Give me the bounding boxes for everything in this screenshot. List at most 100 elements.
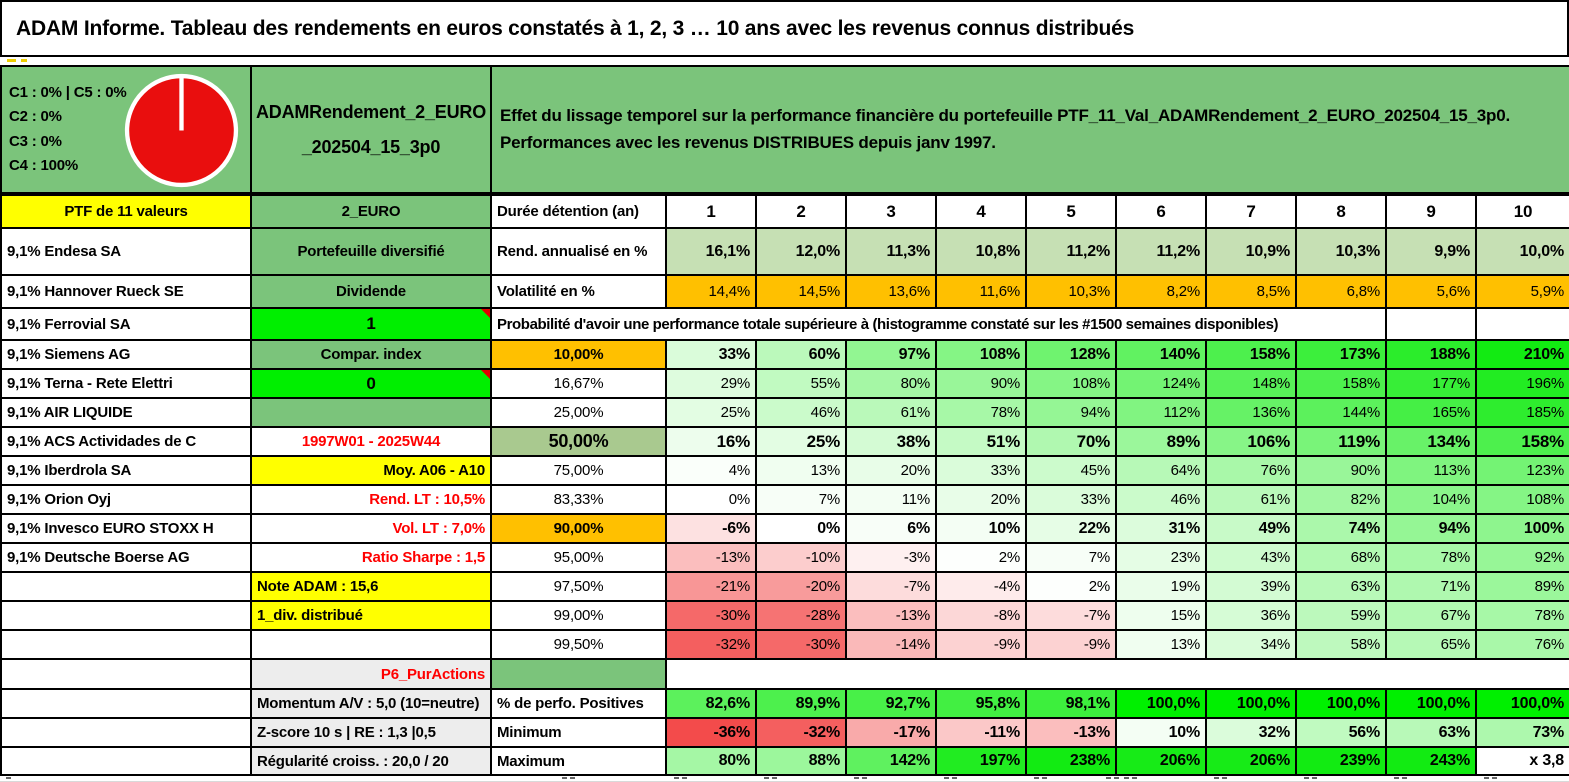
portfolio-attribute-cell[interactable]: Rend. LT : 10,5%: [250, 484, 492, 515]
empty-left-cell[interactable]: [0, 600, 252, 631]
empty-cell[interactable]: [1385, 307, 1477, 341]
value-cell[interactable]: 10%: [1115, 717, 1207, 748]
value-cell[interactable]: 56%: [1295, 717, 1387, 748]
value-cell[interactable]: 89,9%: [755, 688, 847, 719]
value-cell[interactable]: 82,6%: [665, 688, 757, 719]
portfolio-attribute-cell[interactable]: Régularité croiss. : 20,0 / 20: [250, 746, 492, 776]
percentile-label-cell[interactable]: 50,00%: [490, 426, 667, 457]
value-cell[interactable]: 90%: [1295, 455, 1387, 486]
portfolio-attribute-cell[interactable]: 2_EURO: [250, 194, 492, 229]
value-cell[interactable]: -4%: [935, 571, 1027, 602]
value-cell[interactable]: 158%: [1295, 368, 1387, 399]
value-cell[interactable]: 65%: [1385, 629, 1477, 660]
value-cell[interactable]: -8%: [935, 600, 1027, 631]
duration-column-header[interactable]: 2: [755, 194, 847, 229]
value-cell[interactable]: 100,0%: [1295, 688, 1387, 719]
value-cell[interactable]: 73%: [1475, 717, 1569, 748]
value-cell[interactable]: 92,7%: [845, 688, 937, 719]
corner-label-cell[interactable]: PTF de 11 valeurs: [0, 194, 252, 229]
value-cell[interactable]: 32%: [1205, 717, 1297, 748]
value-cell[interactable]: -13%: [1025, 717, 1117, 748]
value-cell[interactable]: 243%: [1385, 746, 1477, 776]
value-cell[interactable]: 8,2%: [1115, 274, 1207, 309]
value-cell[interactable]: 23%: [1115, 542, 1207, 573]
value-cell[interactable]: 39%: [1205, 571, 1297, 602]
value-cell[interactable]: 14,4%: [665, 274, 757, 309]
portfolio-attribute-cell[interactable]: [250, 397, 492, 428]
value-cell[interactable]: 113%: [1385, 455, 1477, 486]
value-cell[interactable]: 67%: [1385, 600, 1477, 631]
value-cell[interactable]: 25%: [755, 426, 847, 457]
value-cell[interactable]: 12,0%: [755, 227, 847, 276]
value-cell[interactable]: 70%: [1025, 426, 1117, 457]
stock-cell[interactable]: 9,1% Terna - Rete Elettri: [0, 368, 252, 399]
duration-column-header[interactable]: 10: [1475, 194, 1569, 229]
value-cell[interactable]: 71%: [1385, 571, 1477, 602]
value-cell[interactable]: 140%: [1115, 339, 1207, 370]
value-cell[interactable]: 11%: [845, 484, 937, 515]
row-label-cell[interactable]: [490, 658, 667, 690]
value-cell[interactable]: -30%: [755, 629, 847, 660]
value-cell[interactable]: 78%: [935, 397, 1027, 428]
value-cell[interactable]: 119%: [1295, 426, 1387, 457]
value-cell[interactable]: 13%: [755, 455, 847, 486]
value-cell[interactable]: 33%: [1025, 484, 1117, 515]
value-cell[interactable]: 58%: [1295, 629, 1387, 660]
portfolio-attribute-cell[interactable]: 1: [250, 307, 492, 341]
value-cell[interactable]: -32%: [665, 629, 757, 660]
value-cell[interactable]: 6,8%: [1295, 274, 1387, 309]
empty-left-cell[interactable]: [0, 658, 252, 690]
value-cell[interactable]: 210%: [1475, 339, 1569, 370]
value-cell[interactable]: -36%: [665, 717, 757, 748]
value-cell[interactable]: 55%: [755, 368, 847, 399]
stock-cell[interactable]: 9,1% Ferrovial SA: [0, 307, 252, 341]
value-cell[interactable]: 148%: [1205, 368, 1297, 399]
duration-column-header[interactable]: 8: [1295, 194, 1387, 229]
percentile-label-cell[interactable]: 99,00%: [490, 600, 667, 631]
value-cell[interactable]: -30%: [665, 600, 757, 631]
row-label-cell[interactable]: Minimum: [490, 717, 667, 748]
value-cell[interactable]: 5,9%: [1475, 274, 1569, 309]
value-cell[interactable]: 165%: [1385, 397, 1477, 428]
empty-left-cell[interactable]: [0, 571, 252, 602]
value-cell[interactable]: 78%: [1475, 600, 1569, 631]
value-cell[interactable]: 15%: [1115, 600, 1207, 631]
percentile-label-cell[interactable]: 75,00%: [490, 455, 667, 486]
duration-column-header[interactable]: 7: [1205, 194, 1297, 229]
value-cell[interactable]: 142%: [845, 746, 937, 776]
value-cell[interactable]: 20%: [935, 484, 1027, 515]
value-cell[interactable]: -13%: [845, 600, 937, 631]
value-cell[interactable]: 206%: [1115, 746, 1207, 776]
value-cell[interactable]: 89%: [1115, 426, 1207, 457]
value-cell[interactable]: 5,6%: [1385, 274, 1477, 309]
value-cell[interactable]: 0%: [755, 513, 847, 544]
stock-cell[interactable]: 9,1% AIR LIQUIDE: [0, 397, 252, 428]
value-cell[interactable]: 95,8%: [935, 688, 1027, 719]
portfolio-attribute-cell[interactable]: Z-score 10 s | RE : 1,3 |0,5: [250, 717, 492, 748]
value-cell[interactable]: 10,3%: [1025, 274, 1117, 309]
value-cell[interactable]: 123%: [1475, 455, 1569, 486]
value-cell[interactable]: 100,0%: [1205, 688, 1297, 719]
value-cell[interactable]: -28%: [755, 600, 847, 631]
value-cell[interactable]: 206%: [1205, 746, 1297, 776]
value-cell[interactable]: 46%: [1115, 484, 1207, 515]
value-cell[interactable]: 173%: [1295, 339, 1387, 370]
row-label-cell[interactable]: Volatilité en %: [490, 274, 667, 309]
empty-left-cell[interactable]: [0, 688, 252, 719]
value-cell[interactable]: 239%: [1295, 746, 1387, 776]
percentile-label-cell[interactable]: 10,00%: [490, 339, 667, 370]
value-cell[interactable]: 74%: [1295, 513, 1387, 544]
value-cell[interactable]: 89%: [1475, 571, 1569, 602]
value-cell[interactable]: 13%: [1115, 629, 1207, 660]
value-cell[interactable]: 100%: [1475, 513, 1569, 544]
duration-column-header[interactable]: 5: [1025, 194, 1117, 229]
value-cell[interactable]: 16%: [665, 426, 757, 457]
stock-cell[interactable]: 9,1% ACS Actividades de C: [0, 426, 252, 457]
portfolio-attribute-cell[interactable]: Note ADAM : 15,6: [250, 571, 492, 602]
row-label-cell[interactable]: Rend. annualisé en %: [490, 227, 667, 276]
empty-cell[interactable]: [1475, 307, 1569, 341]
value-cell[interactable]: -9%: [1025, 629, 1117, 660]
value-cell[interactable]: 196%: [1475, 368, 1569, 399]
duration-column-header[interactable]: 4: [935, 194, 1027, 229]
stock-cell[interactable]: 9,1% Endesa SA: [0, 227, 252, 276]
